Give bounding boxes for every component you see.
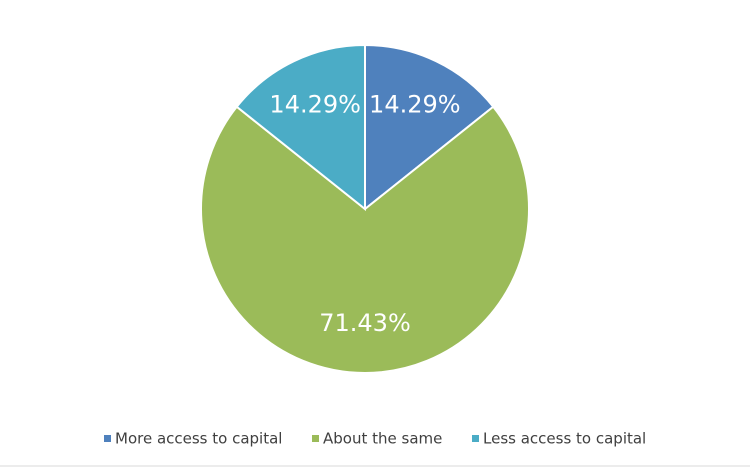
pie-slice bbox=[364, 43, 495, 212]
pie-slice bbox=[235, 43, 366, 212]
data-label: 71.43% bbox=[319, 309, 411, 337]
data-label: 14.29% bbox=[369, 91, 461, 119]
pie-slice bbox=[200, 105, 530, 374]
legend-label: About the same bbox=[323, 430, 442, 448]
data-label: 14.29% bbox=[269, 91, 361, 119]
legend-label: Less access to capital bbox=[483, 430, 646, 448]
legend-swatch bbox=[104, 435, 111, 442]
legend-swatch bbox=[312, 435, 319, 442]
legend-swatch bbox=[472, 435, 479, 442]
legend-label: More access to capital bbox=[115, 430, 282, 448]
